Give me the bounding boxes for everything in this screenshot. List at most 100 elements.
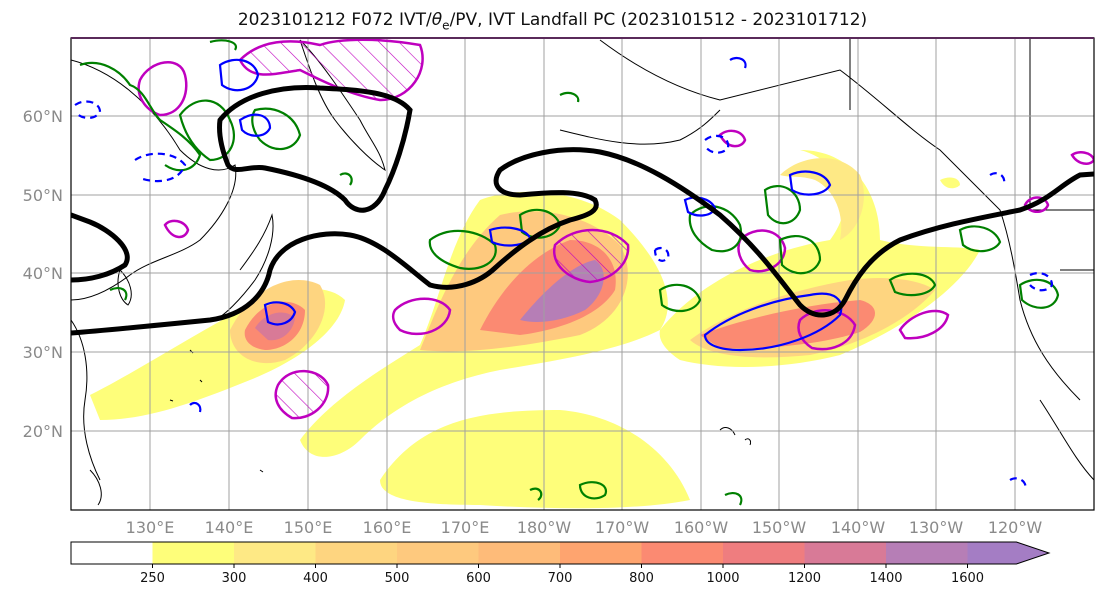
colorbar-label: 1600 bbox=[951, 571, 984, 586]
pc-region-150w bbox=[737, 229, 787, 273]
pv-d3 bbox=[653, 246, 670, 262]
latitude-labels: 60°N 50°N 40°N 30°N 20°N bbox=[23, 107, 63, 441]
lon-label-160w: 160°W bbox=[674, 518, 729, 537]
colorbar-label: 500 bbox=[385, 571, 410, 586]
jet-contour-north bbox=[71, 212, 130, 283]
lon-label-140e: 140°E bbox=[205, 518, 254, 537]
theta-c10 bbox=[888, 272, 937, 297]
colorbar-segment bbox=[886, 542, 968, 564]
pv-negative-contours bbox=[74, 100, 1054, 491]
coast-mexico bbox=[1039, 399, 1094, 481]
lon-label-180w: 180°W bbox=[517, 518, 572, 537]
ivt-south-extension bbox=[380, 410, 690, 509]
lon-label-160e: 160°E bbox=[363, 518, 412, 537]
theta-c2 bbox=[178, 99, 235, 162]
pv-c2 bbox=[238, 113, 272, 137]
theta-c13 bbox=[529, 487, 543, 501]
pc-region-coast bbox=[1023, 196, 1050, 213]
colorbar-segment bbox=[152, 542, 235, 564]
coast-aleutians bbox=[559, 109, 721, 145]
colorbar-label: 1400 bbox=[869, 571, 902, 586]
lat-label-40n: 40°N bbox=[23, 264, 63, 283]
pv-d7 bbox=[1009, 477, 1027, 491]
lat-label-60n: 60°N bbox=[23, 107, 63, 126]
colorbar-segment bbox=[397, 542, 479, 564]
pv-d1 bbox=[74, 100, 102, 120]
colorbar-segment bbox=[723, 542, 805, 564]
colorbar-segment bbox=[804, 542, 887, 564]
lat-label-20n: 20°N bbox=[23, 422, 63, 441]
colorbar-segment bbox=[234, 542, 316, 564]
colorbar-label: 800 bbox=[629, 571, 654, 586]
theta-c3 bbox=[251, 107, 302, 151]
colorbar-label: 250 bbox=[140, 571, 165, 586]
jet-contour bbox=[71, 85, 1094, 336]
pv-c7 bbox=[703, 292, 843, 352]
colorbar-segment bbox=[641, 542, 724, 564]
map-area bbox=[71, 38, 1094, 510]
pc-region-140w bbox=[898, 309, 950, 340]
theta-c11 bbox=[958, 225, 1002, 253]
pc-region-145w bbox=[797, 309, 857, 351]
longitude-labels: 130°E 140°E 150°E 160°E 170°E 180°W 170°… bbox=[126, 518, 1043, 537]
colorbar-label: 300 bbox=[222, 571, 247, 586]
coast-japan bbox=[214, 213, 274, 321]
theta-c19 bbox=[209, 39, 238, 51]
pv-d4 bbox=[704, 134, 730, 154]
pv-c9 bbox=[729, 56, 747, 69]
theta-c9 bbox=[778, 235, 822, 275]
coast-korea bbox=[117, 269, 132, 306]
colorbar: 250 300 400 500 600 700 800 1000 1200 1400 1600 bbox=[70, 541, 1051, 586]
theta-c12 bbox=[1018, 278, 1060, 309]
ivt-west-sliver bbox=[940, 177, 960, 189]
theta-c6 bbox=[658, 283, 702, 313]
coast-china bbox=[71, 319, 101, 481]
pv-c6 bbox=[788, 170, 832, 196]
theta-c8 bbox=[763, 184, 802, 225]
coast-alaska bbox=[599, 39, 1081, 401]
pv-contours bbox=[189, 56, 843, 413]
colorbar-extend-arrow bbox=[967, 542, 1049, 564]
ivt-core2-150e bbox=[255, 312, 295, 341]
landfall-pc-contours bbox=[137, 38, 1094, 420]
theta-c4 bbox=[428, 229, 497, 270]
lon-label-170w: 170°W bbox=[595, 518, 650, 537]
coast-hawaii bbox=[719, 427, 751, 446]
pv-c1 bbox=[218, 58, 260, 92]
theta-e-contours bbox=[79, 39, 1060, 506]
graticule bbox=[71, 38, 1094, 510]
coast-philippines bbox=[89, 469, 102, 506]
pc-region-central bbox=[552, 228, 630, 284]
colorbar-segment bbox=[71, 542, 153, 564]
pc-region-150e bbox=[274, 369, 330, 420]
colorbar-label: 1000 bbox=[706, 571, 739, 586]
theta-c15 bbox=[724, 491, 743, 506]
pc-region-small-1 bbox=[163, 219, 190, 239]
lon-label-140w: 140°W bbox=[831, 518, 886, 537]
lon-label-150e: 150°E bbox=[284, 518, 333, 537]
pv-d6 bbox=[989, 172, 1006, 186]
colorbar-segment bbox=[560, 542, 642, 564]
colorbar-segment bbox=[478, 542, 561, 564]
pc-region-small-3 bbox=[1070, 151, 1094, 165]
pv-d2 bbox=[134, 152, 187, 183]
jet-contour-loop bbox=[217, 85, 413, 213]
jet-contour-main bbox=[71, 147, 1094, 336]
lon-label-130w: 130°W bbox=[909, 518, 964, 537]
theta-c1 bbox=[79, 61, 202, 172]
lon-label-120w: 120°W bbox=[988, 518, 1043, 537]
colorbar-outline bbox=[70, 541, 1051, 565]
ivt-arc-north bbox=[780, 158, 864, 240]
pv-c3 bbox=[263, 301, 297, 326]
theta-c14 bbox=[578, 481, 608, 500]
plot-title: 2023101212 F072 IVT/θe/PV, IVT Landfall … bbox=[237, 10, 868, 33]
pv-d5 bbox=[1029, 271, 1054, 292]
theta-c16 bbox=[339, 172, 353, 186]
colorbar-label: 1200 bbox=[788, 571, 821, 586]
pv-c8 bbox=[189, 401, 202, 413]
theta-c18 bbox=[109, 286, 128, 301]
lat-label-50n: 50°N bbox=[23, 186, 63, 205]
pc-region-160e bbox=[391, 297, 452, 336]
lon-label-150w: 150°W bbox=[752, 518, 807, 537]
lon-label-130e: 130°E bbox=[126, 518, 175, 537]
